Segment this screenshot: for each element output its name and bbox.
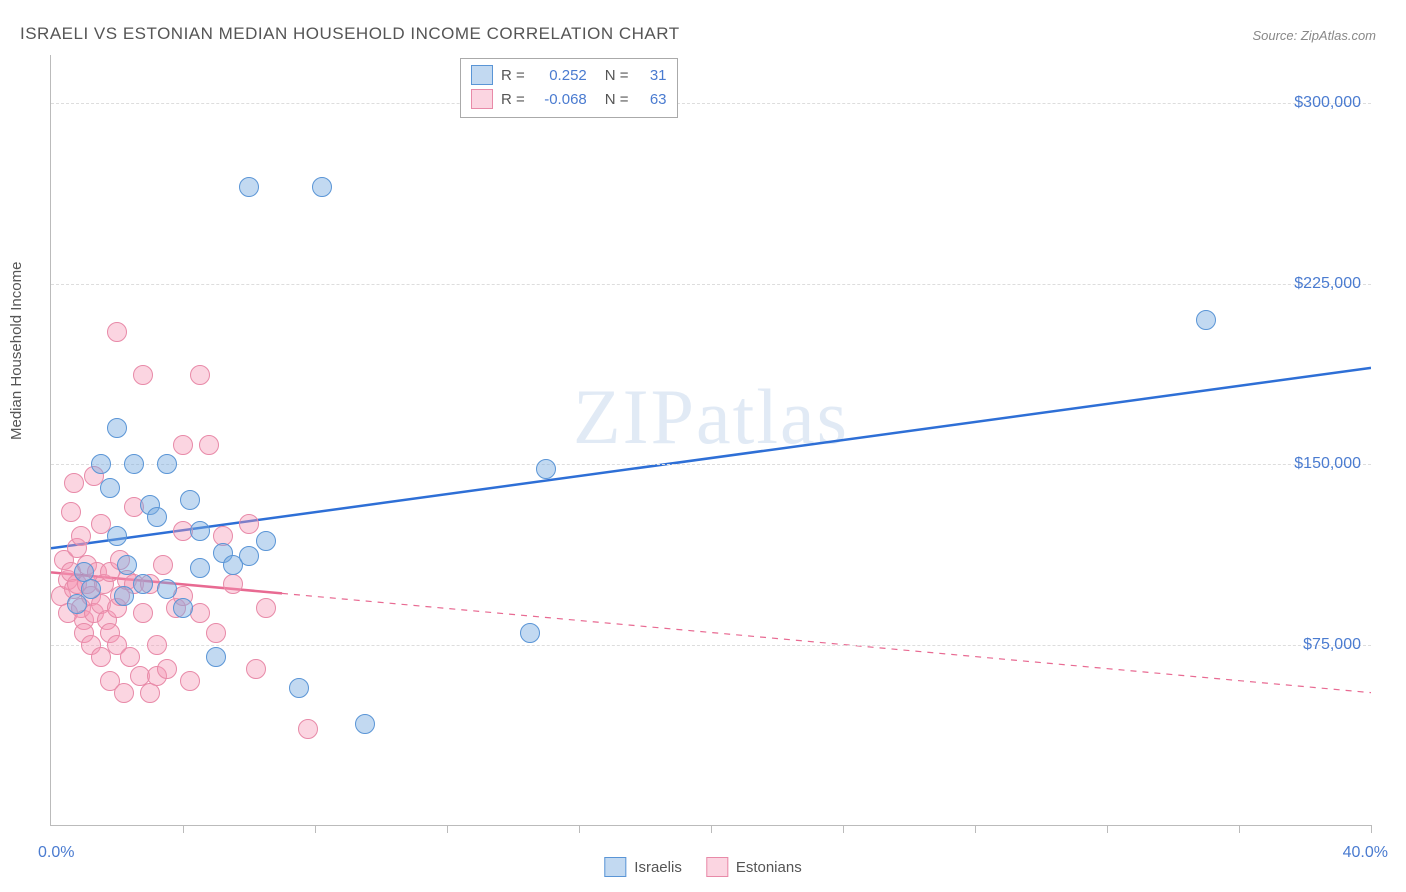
data-point bbox=[124, 454, 144, 474]
chart-title: ISRAELI VS ESTONIAN MEDIAN HOUSEHOLD INC… bbox=[20, 24, 680, 44]
correlation-stats-box: R = 0.252 N = 31 R = -0.068 N = 63 bbox=[460, 58, 678, 118]
y-tick-label: $225,000 bbox=[1294, 275, 1361, 293]
x-tick bbox=[711, 825, 712, 833]
legend-item: Estonians bbox=[706, 857, 802, 877]
data-point bbox=[133, 365, 153, 385]
x-tick bbox=[1371, 825, 1372, 833]
data-point bbox=[100, 478, 120, 498]
legend-swatch bbox=[604, 857, 626, 877]
r-value: 0.252 bbox=[533, 67, 587, 84]
trendlines-layer bbox=[51, 55, 1371, 825]
data-point bbox=[536, 459, 556, 479]
data-point bbox=[1196, 310, 1216, 330]
stats-row: R = -0.068 N = 63 bbox=[471, 87, 667, 111]
bottom-legend: Israelis Estonians bbox=[604, 857, 801, 877]
data-point bbox=[190, 365, 210, 385]
data-point bbox=[61, 502, 81, 522]
data-point bbox=[133, 574, 153, 594]
r-label: R = bbox=[501, 67, 525, 84]
data-point bbox=[117, 555, 137, 575]
x-tick bbox=[843, 825, 844, 833]
data-point bbox=[81, 579, 101, 599]
legend-label: Estonians bbox=[736, 859, 802, 876]
gridline bbox=[51, 464, 1371, 465]
data-point bbox=[298, 719, 318, 739]
x-tick bbox=[975, 825, 976, 833]
data-point bbox=[173, 598, 193, 618]
x-tick bbox=[1239, 825, 1240, 833]
data-point bbox=[173, 435, 193, 455]
data-point bbox=[190, 521, 210, 541]
data-point bbox=[180, 490, 200, 510]
data-point bbox=[157, 659, 177, 679]
y-axis-label: Median Household Income bbox=[8, 262, 25, 440]
x-tick bbox=[579, 825, 580, 833]
data-point bbox=[91, 454, 111, 474]
series-swatch bbox=[471, 65, 493, 85]
x-tick bbox=[447, 825, 448, 833]
data-point bbox=[147, 635, 167, 655]
data-point bbox=[206, 647, 226, 667]
data-point bbox=[64, 473, 84, 493]
data-point bbox=[256, 531, 276, 551]
r-label: R = bbox=[501, 91, 525, 108]
x-tick bbox=[1107, 825, 1108, 833]
legend-item: Israelis bbox=[604, 857, 682, 877]
data-point bbox=[157, 579, 177, 599]
data-point bbox=[147, 507, 167, 527]
gridline bbox=[51, 284, 1371, 285]
data-point bbox=[190, 558, 210, 578]
source-attribution: Source: ZipAtlas.com bbox=[1252, 28, 1376, 43]
watermark-text: ZIPatlas bbox=[573, 372, 849, 462]
data-point bbox=[256, 598, 276, 618]
legend-label: Israelis bbox=[634, 859, 682, 876]
x-axis-min-label: 0.0% bbox=[38, 844, 74, 862]
data-point bbox=[199, 435, 219, 455]
y-tick-label: $150,000 bbox=[1294, 455, 1361, 473]
data-point bbox=[180, 671, 200, 691]
data-point bbox=[239, 546, 259, 566]
r-value: -0.068 bbox=[533, 91, 587, 108]
n-value: 31 bbox=[637, 67, 667, 84]
data-point bbox=[133, 603, 153, 623]
data-point bbox=[289, 678, 309, 698]
data-point bbox=[107, 526, 127, 546]
gridline bbox=[51, 103, 1371, 104]
chart-plot-area: ZIPatlas $75,000 $150,000 $225,000 $300,000 bbox=[50, 55, 1371, 826]
legend-swatch bbox=[706, 857, 728, 877]
n-label: N = bbox=[605, 67, 629, 84]
data-point bbox=[520, 623, 540, 643]
data-point bbox=[312, 177, 332, 197]
data-point bbox=[107, 322, 127, 342]
x-axis-max-label: 40.0% bbox=[1343, 844, 1388, 862]
x-tick bbox=[315, 825, 316, 833]
gridline bbox=[51, 645, 1371, 646]
data-point bbox=[239, 514, 259, 534]
data-point bbox=[71, 526, 91, 546]
y-tick-label: $300,000 bbox=[1294, 94, 1361, 112]
data-point bbox=[114, 586, 134, 606]
series-swatch bbox=[471, 89, 493, 109]
data-point bbox=[107, 418, 127, 438]
n-value: 63 bbox=[637, 91, 667, 108]
data-point bbox=[223, 574, 243, 594]
data-point bbox=[239, 177, 259, 197]
data-point bbox=[355, 714, 375, 734]
data-point bbox=[157, 454, 177, 474]
stats-row: R = 0.252 N = 31 bbox=[471, 63, 667, 87]
data-point bbox=[246, 659, 266, 679]
y-tick-label: $75,000 bbox=[1303, 636, 1361, 654]
n-label: N = bbox=[605, 91, 629, 108]
data-point bbox=[206, 623, 226, 643]
data-point bbox=[153, 555, 173, 575]
x-tick bbox=[183, 825, 184, 833]
data-point bbox=[114, 683, 134, 703]
data-point bbox=[120, 647, 140, 667]
